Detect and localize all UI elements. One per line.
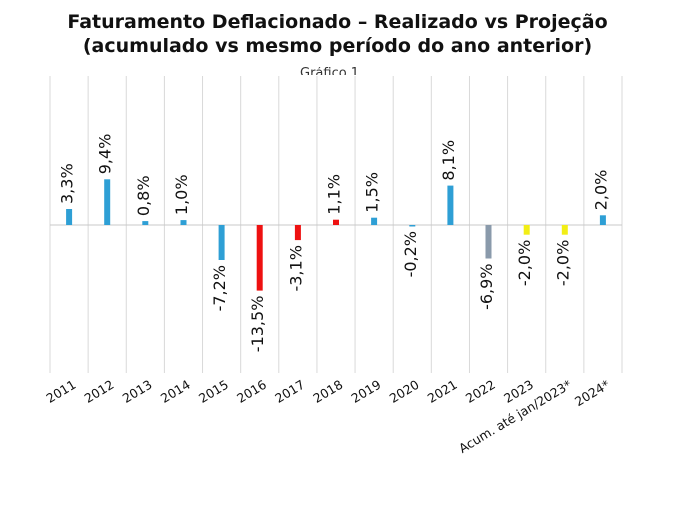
x-tick-label: 2021 (425, 377, 460, 406)
chart-title: Faturamento Deflacionado – Realizado vs … (0, 10, 675, 58)
data-label: 2,0% (591, 170, 610, 211)
data-label: 3,3% (58, 163, 77, 204)
data-label: -3,1% (286, 245, 305, 291)
bar (371, 217, 378, 225)
bar (294, 225, 301, 241)
x-tick-label: 2017 (272, 377, 307, 406)
data-label: 8,1% (439, 140, 458, 181)
x-tick-label: 2015 (196, 377, 231, 406)
bar (180, 220, 187, 225)
bar (104, 179, 111, 225)
data-label: 1,5% (363, 172, 382, 213)
data-label: -7,2% (210, 265, 229, 311)
data-label: -0,2% (401, 231, 420, 277)
bar (333, 219, 339, 225)
bar (447, 185, 454, 225)
partially-hidden-label: Gráfico 1 (300, 67, 360, 75)
bar (142, 221, 149, 225)
chart-subtitle: (acumulado vs mesmo período do ano anter… (82, 35, 593, 57)
x-tick-label: 2012 (82, 377, 117, 406)
bar (561, 225, 568, 235)
data-label: -2,0% (515, 240, 534, 286)
x-tick-label: 2024* (572, 377, 612, 409)
chart-title-line-1: Faturamento Deflacionado – Realizado vs … (67, 11, 608, 33)
data-labels: 3,3% 9,4% 0,8% 1,0% -7,2% -13,5% -3,1% 1,1% 1,5%… (58, 134, 611, 353)
bar (599, 215, 606, 225)
x-tick-label: 2016 (234, 377, 269, 406)
bar (523, 225, 530, 235)
data-label: 0,8% (134, 175, 153, 216)
data-label: -13,5% (248, 296, 267, 353)
x-tick-label: 2011 (43, 377, 78, 406)
x-tick-label: 2019 (348, 377, 383, 406)
data-label: 9,4% (96, 134, 115, 175)
x-tick-label: 2013 (120, 377, 155, 406)
bar (218, 225, 225, 260)
bar (409, 225, 416, 227)
bar (485, 225, 492, 259)
bars (66, 179, 606, 291)
data-label: -2,0% (553, 240, 572, 286)
x-tick-label: 2014 (158, 377, 193, 406)
data-label: 1,1% (325, 174, 344, 215)
x-tick-label: 2022 (463, 377, 498, 406)
x-tick-label: 2018 (310, 377, 345, 406)
bar (256, 225, 263, 291)
data-label: 1,0% (172, 174, 191, 215)
x-tick-label: 2020 (387, 377, 422, 406)
bar (66, 209, 73, 225)
x-tick-labels: 2011 2012 2013 2014 2015 2016 2017 2018 2019 2020… (43, 377, 612, 456)
data-label: -6,9% (477, 264, 496, 310)
